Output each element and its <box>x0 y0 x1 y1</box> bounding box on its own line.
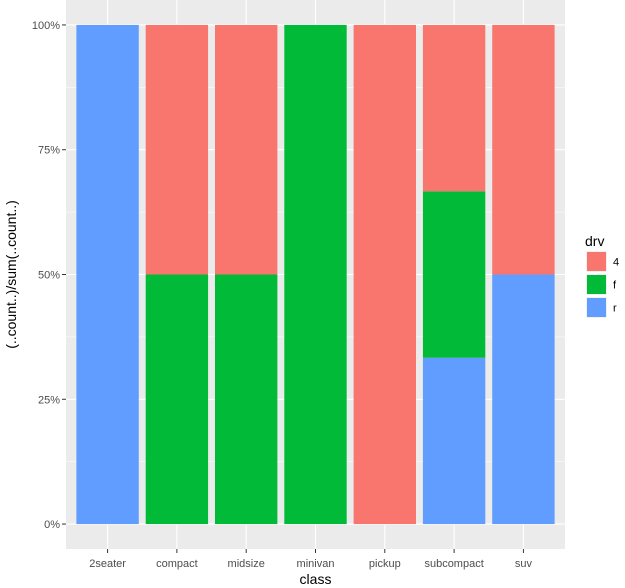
x-axis-title: class <box>300 571 332 587</box>
bar-2seater-r <box>76 24 139 525</box>
y-axis: 0% 25% 50% 75% 100% <box>32 20 66 531</box>
y-tick-label: 100% <box>32 20 60 32</box>
bar-suv-r <box>492 274 555 525</box>
bar-suv-4 <box>492 24 555 275</box>
x-tick-label: 2seater <box>89 558 126 570</box>
legend-key-4 <box>587 252 606 271</box>
x-tick-label: pickup <box>369 558 401 570</box>
legend-label-f: f <box>613 280 617 292</box>
legend-label-r: r <box>613 303 617 315</box>
legend-key-r <box>587 298 606 317</box>
x-tick-label: subcompact <box>424 558 483 570</box>
bar-compact-f <box>145 274 209 525</box>
legend-label-4: 4 <box>613 257 619 269</box>
bar-subcompact-4 <box>422 25 486 192</box>
bar-midsize-4 <box>215 24 278 275</box>
x-tick-label: compact <box>156 558 198 570</box>
y-tick-label: 75% <box>38 145 60 157</box>
y-tick-label: 25% <box>38 394 60 406</box>
legend: drv 4 fr <box>585 233 619 318</box>
x-tick-label: midsize <box>228 558 265 570</box>
y-axis-title: (..count..)/sum(..count..) <box>3 200 19 349</box>
bar-subcompact-r <box>422 357 486 525</box>
bar-subcompact-f <box>422 191 486 358</box>
bar-compact-4 <box>145 24 209 275</box>
legend-title: drv <box>585 233 604 249</box>
bar-pickup-4 <box>353 24 416 525</box>
x-tick-label: minivan <box>297 558 335 570</box>
bar-midsize-f <box>215 274 278 525</box>
x-tick-label: suv <box>515 558 533 570</box>
y-tick-label: 0% <box>44 519 60 531</box>
bars <box>76 24 555 525</box>
legend-key-f <box>587 275 606 294</box>
x-axis: 2seater compact midsize minivan pickup subcom… <box>89 549 532 570</box>
y-tick-label: 50% <box>38 270 60 282</box>
bar-minivan-f <box>284 24 347 525</box>
